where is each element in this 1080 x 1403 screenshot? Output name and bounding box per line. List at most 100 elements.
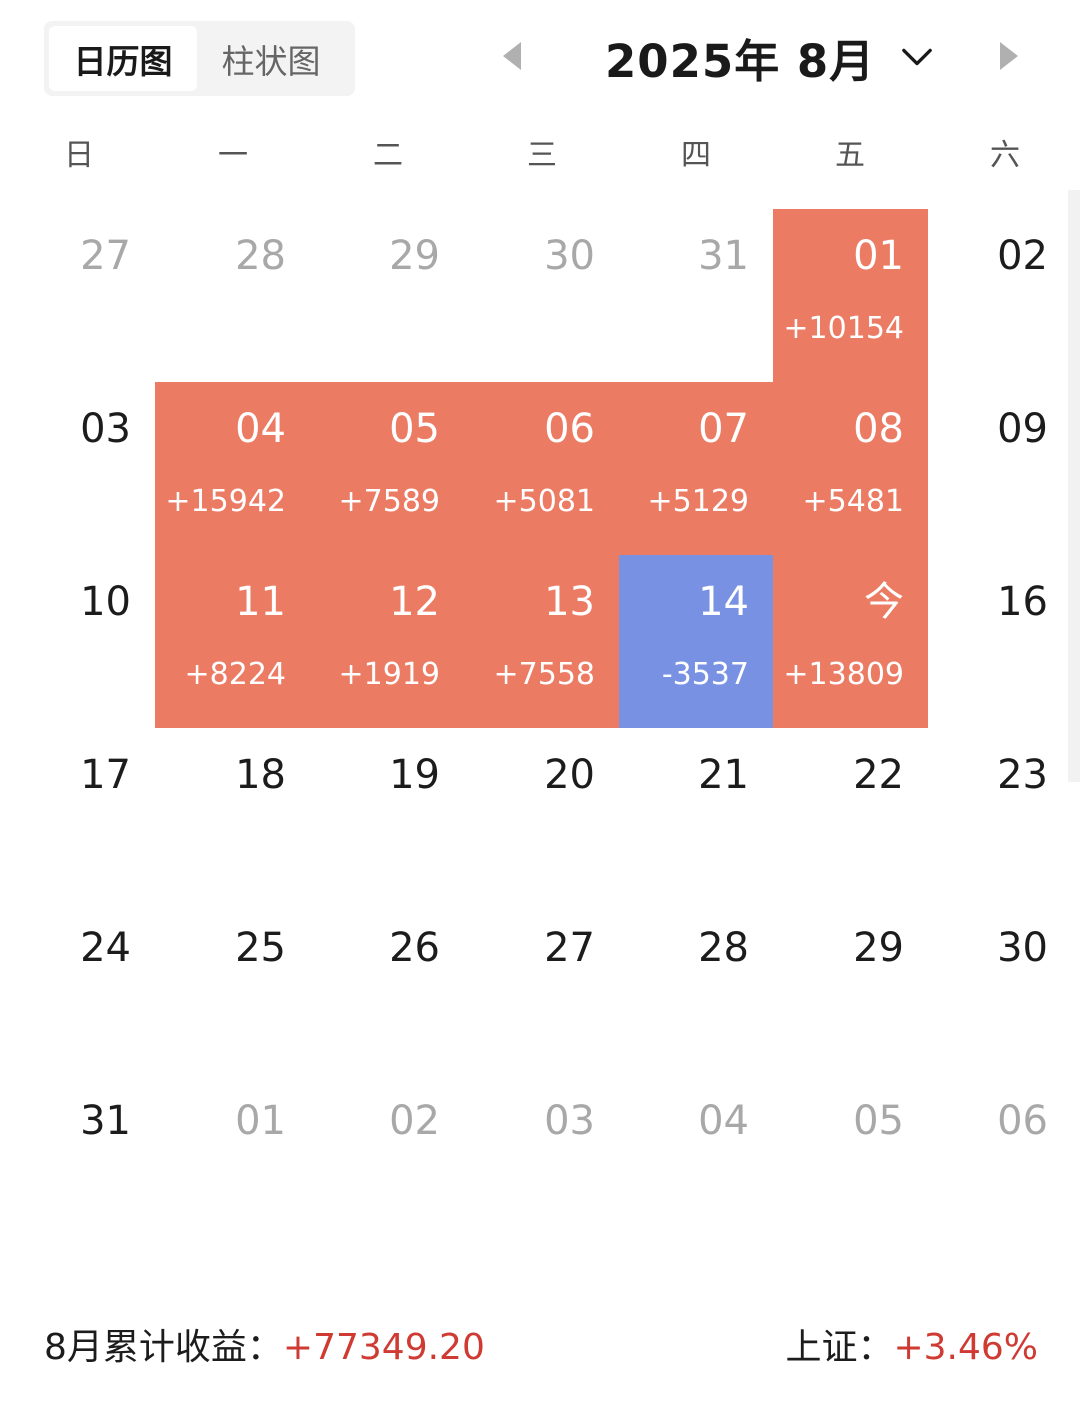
day-number: 05 [389,406,440,452]
daily-profit: +7558 [493,657,595,692]
day-number: 30 [544,233,595,279]
day-number: 06 [544,406,595,452]
calendar-day-cell[interactable]: 27 [0,209,155,382]
day-number: 27 [80,233,131,279]
calendar-day-cell[interactable]: 26 [310,901,464,1074]
calendar-day-cell[interactable]: 27 [464,901,619,1074]
calendar-day-cell[interactable]: 03 [464,1074,619,1247]
day-number: 25 [235,925,286,971]
calendar-day-cell[interactable]: 24 [0,901,155,1074]
index-label: 上证： [785,1327,894,1368]
calendar-day-cell[interactable]: 05 [773,1074,928,1247]
weekday-label: 日 [64,138,94,173]
day-number: 12 [389,579,440,625]
daily-profit: +1919 [338,657,440,692]
day-number: 09 [997,406,1048,452]
day-number: 21 [698,752,749,798]
day-number: 19 [389,752,440,798]
day-number: 30 [997,925,1048,971]
daily-profit: -3537 [661,657,749,692]
calendar-day-cell[interactable]: 29 [310,209,464,382]
daily-profit: +15942 [165,484,286,519]
calendar-day-cell[interactable]: 02 [928,209,1068,382]
calendar-day-cell[interactable]: 03 [0,382,155,555]
calendar-day-cell[interactable]: 01 [155,1074,310,1247]
day-number: 22 [853,752,904,798]
day-number: 06 [997,1098,1048,1144]
day-number: 08 [853,406,904,452]
calendar-day-cell[interactable]: 28 [155,209,310,382]
calendar-day-cell[interactable]: 30 [928,901,1068,1074]
day-number: 18 [235,752,286,798]
scrollbar[interactable] [1068,190,1080,782]
day-number: 24 [80,925,131,971]
calendar-day-cell-gain[interactable]: 04 +15942 [155,382,310,555]
calendar-day-cell[interactable]: 20 [464,728,619,901]
calendar-day-cell-gain[interactable]: 今 +13809 [773,555,928,728]
calendar-day-cell[interactable]: 04 [619,1074,773,1247]
day-number: 27 [544,925,595,971]
day-number: 02 [997,233,1048,279]
weekday-label: 六 [990,138,1020,173]
calendar-day-cell[interactable]: 29 [773,901,928,1074]
calendar-day-cell[interactable]: 17 [0,728,155,901]
calendar-day-cell[interactable]: 06 [928,1074,1068,1247]
day-number: 01 [853,233,904,279]
day-number: 23 [997,752,1048,798]
calendar-day-cell-gain[interactable]: 08 +5481 [773,382,928,555]
calendar-day-cell-loss[interactable]: 14 -3537 [619,555,773,728]
weekday-label: 五 [835,138,865,173]
calendar-day-cell-gain[interactable]: 06 +5081 [464,382,619,555]
calendar-day-cell[interactable]: 25 [155,901,310,1074]
weekday-label: 三 [527,138,557,173]
caret-right-icon[interactable] [1000,42,1018,70]
index-change-value: +3.46% [893,1327,1038,1368]
day-number: 07 [698,406,749,452]
daily-profit: +5481 [802,484,904,519]
calendar-day-cell-gain[interactable]: 13 +7558 [464,555,619,728]
day-number: 20 [544,752,595,798]
calendar-day-cell[interactable]: 18 [155,728,310,901]
calendar-day-cell-gain[interactable]: 05 +7589 [310,382,464,555]
month-picker[interactable]: 2025年 8月 [605,24,933,90]
calendar-day-cell[interactable]: 31 [619,209,773,382]
daily-profit: +13809 [783,657,904,692]
calendar-day-cell[interactable]: 09 [928,382,1068,555]
calendar-view-tab[interactable]: 日历图 [49,26,197,91]
bar-chart-view-tab[interactable]: 柱状图 [221,41,321,81]
calendar-day-cell[interactable]: 31 [0,1074,155,1247]
day-number: 01 [235,1098,286,1144]
calendar-day-cell-gain[interactable]: 01 +10154 [773,209,928,382]
calendar-day-cell-gain[interactable]: 07 +5129 [619,382,773,555]
day-number: 11 [235,579,286,625]
calendar-day-cell[interactable]: 16 [928,555,1068,728]
calendar-day-cell[interactable]: 30 [464,209,619,382]
weekday-label: 二 [373,138,403,173]
caret-left-icon[interactable] [503,42,521,70]
day-number: 02 [389,1098,440,1144]
calendar-day-cell[interactable]: 02 [310,1074,464,1247]
day-number: 26 [389,925,440,971]
day-number: 03 [544,1098,595,1144]
calendar-day-cell[interactable]: 23 [928,728,1068,901]
day-number: 10 [80,579,131,625]
day-number: 28 [235,233,286,279]
calendar-day-cell[interactable]: 28 [619,901,773,1074]
calendar-day-cell-gain[interactable]: 11 +8224 [155,555,310,728]
day-number: 28 [698,925,749,971]
view-toggle: 日历图 柱状图 [44,21,355,96]
calendar-day-cell[interactable]: 21 [619,728,773,901]
monthly-summary: 8月累计收益：+77349.20 [44,1321,485,1375]
calendar-day-cell-gain[interactable]: 12 +1919 [310,555,464,728]
day-number: 31 [698,233,749,279]
day-number: 29 [389,233,440,279]
daily-profit: +5129 [647,484,749,519]
calendar-day-cell[interactable]: 19 [310,728,464,901]
calendar-day-cell[interactable]: 10 [0,555,155,728]
weekday-label: 一 [218,138,248,173]
monthly-profit-value: +77349.20 [282,1327,485,1368]
day-number: 14 [698,579,749,625]
day-number: 29 [853,925,904,971]
daily-profit: +10154 [783,311,904,346]
calendar-day-cell[interactable]: 22 [773,728,928,901]
